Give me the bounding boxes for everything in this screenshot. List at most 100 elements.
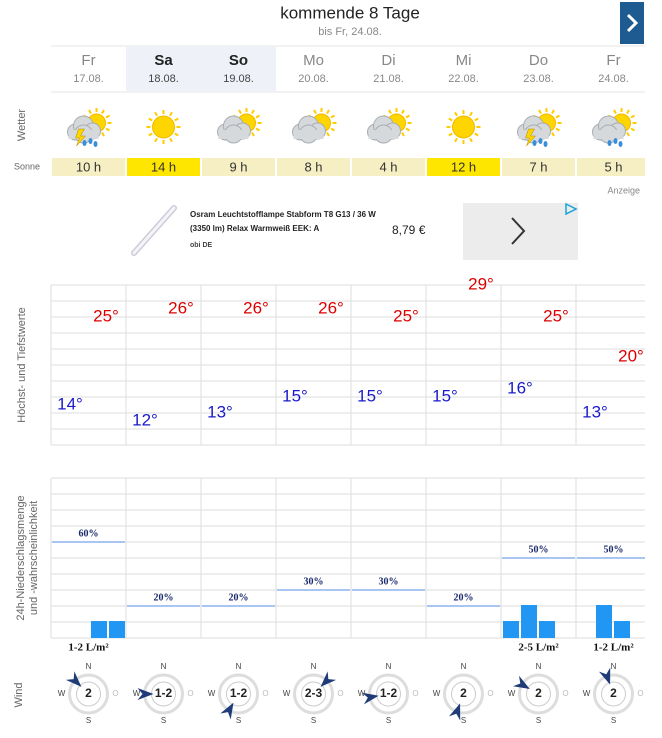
sun-ray <box>251 109 255 114</box>
sun-ray <box>326 109 330 114</box>
compass-letter: O <box>337 689 343 698</box>
ad-chevron[interactable] <box>511 217 526 245</box>
compass-center <box>451 681 476 707</box>
raindrop <box>618 141 623 147</box>
raindrop <box>613 138 618 144</box>
sun-ray <box>613 109 617 114</box>
cloud <box>593 130 624 139</box>
compass-center <box>526 681 551 707</box>
sun-ray <box>154 111 158 117</box>
compass-ring <box>518 673 559 715</box>
sun-ray <box>630 114 635 119</box>
wind-strength: 2 <box>460 686 467 700</box>
day-date: 22.08. <box>448 73 479 85</box>
compass-letter: W <box>283 689 291 698</box>
sun-hours: 12 h <box>451 159 476 174</box>
day-name: Do <box>529 52 548 69</box>
sun-ray <box>474 117 479 122</box>
compass-letter: O <box>562 689 568 698</box>
sun-ray <box>630 127 635 132</box>
sun-ray <box>255 114 260 119</box>
rain-bar <box>539 621 555 638</box>
ad-choices[interactable] <box>565 202 578 216</box>
high-temp: 26° <box>243 298 269 317</box>
sun-ray <box>401 132 405 137</box>
rain-bar <box>109 621 125 638</box>
next-button[interactable] <box>620 2 644 44</box>
sun-ray <box>330 127 335 132</box>
compass-ring <box>443 673 484 715</box>
rain-probability-label: 30% <box>379 576 399 587</box>
row-label: und -wahrscheinlichkeit <box>28 501 40 615</box>
compass-letter: W <box>58 689 66 698</box>
sun-ray <box>105 127 110 132</box>
sun-ray <box>154 137 158 143</box>
high-temp: 26° <box>318 298 344 317</box>
ad-title[interactable]: Osram Leuchtstofflampe Stabform T8 G13 /… <box>190 210 376 219</box>
compass-ring <box>293 673 334 715</box>
cloud <box>518 130 549 139</box>
compass-letter: N <box>386 662 392 671</box>
day-date: 24.08. <box>598 73 629 85</box>
cloud <box>293 130 324 139</box>
sun-box <box>427 158 500 176</box>
compass-letter: O <box>637 689 643 698</box>
title: kommende 8 Tage <box>280 3 420 22</box>
sun-ray <box>330 114 335 119</box>
compass-letter: N <box>236 662 242 671</box>
rain-probability-label: 20% <box>154 592 174 603</box>
high-temp: 25° <box>393 306 419 325</box>
wind-arrow <box>448 703 461 721</box>
day-date: 23.08. <box>523 73 554 85</box>
high-temp: 26° <box>168 298 194 317</box>
high-temp: 25° <box>93 306 119 325</box>
wind-strength: 1-2 <box>155 686 173 700</box>
lightning <box>525 128 537 147</box>
wind-strength: 2 <box>535 686 542 700</box>
rain-amount: 1-2 L/m² <box>593 642 634 654</box>
compass-letter: S <box>311 716 316 725</box>
row-label: Wetter <box>16 109 28 142</box>
compass-center <box>226 681 251 707</box>
ad-button[interactable] <box>463 203 578 260</box>
next-button-bg[interactable] <box>620 2 644 44</box>
rain-bar <box>596 605 612 638</box>
ad[interactable]: Osram Leuchtstofflampe Stabform T8 G13 /… <box>128 202 578 260</box>
wind-arrow <box>598 667 611 685</box>
wind-strength: 2 <box>85 686 92 700</box>
compass-letter: O <box>262 689 268 698</box>
rain-amount: 1-2 L/m² <box>68 642 109 654</box>
sun-hours: 7 h <box>529 159 547 174</box>
wind-arrow <box>320 671 337 687</box>
sun-box <box>502 158 575 176</box>
raindrop <box>607 140 612 146</box>
sun-ray <box>169 137 173 143</box>
wind-arrow <box>512 675 530 689</box>
compass-ring <box>218 673 259 715</box>
sun-ray <box>251 132 255 137</box>
grid-area: Fr 17.08. 10 h 25° 14° 60% 1-2 L/m² N O S W 2 Sa 18.0… <box>50 45 645 725</box>
high-temp: 29° <box>468 274 494 293</box>
sun-ray <box>448 117 453 122</box>
ad-title[interactable]: (3350 lm) Relax Warmweiß EEK: A <box>190 224 319 233</box>
sun-ray <box>555 114 560 119</box>
raindrop <box>88 138 93 144</box>
sun-ray <box>448 132 453 137</box>
wind-arrow <box>137 688 154 700</box>
row-label: Wind <box>13 682 25 707</box>
wind-strength: 2-3 <box>305 686 323 700</box>
sun-ray <box>551 132 555 137</box>
rain-bar <box>614 621 630 638</box>
compass-letter: S <box>236 716 241 725</box>
sun-ray <box>555 127 560 132</box>
sun-ray <box>326 132 330 137</box>
rain-bar <box>521 605 537 638</box>
cloud <box>218 130 249 139</box>
sun-ray <box>551 109 555 114</box>
compass-letter: N <box>311 662 317 671</box>
next-chevron[interactable] <box>626 13 639 33</box>
sun-box <box>352 158 425 176</box>
sun-hours: 8 h <box>304 159 322 174</box>
rain-probability-label: 50% <box>604 544 624 555</box>
